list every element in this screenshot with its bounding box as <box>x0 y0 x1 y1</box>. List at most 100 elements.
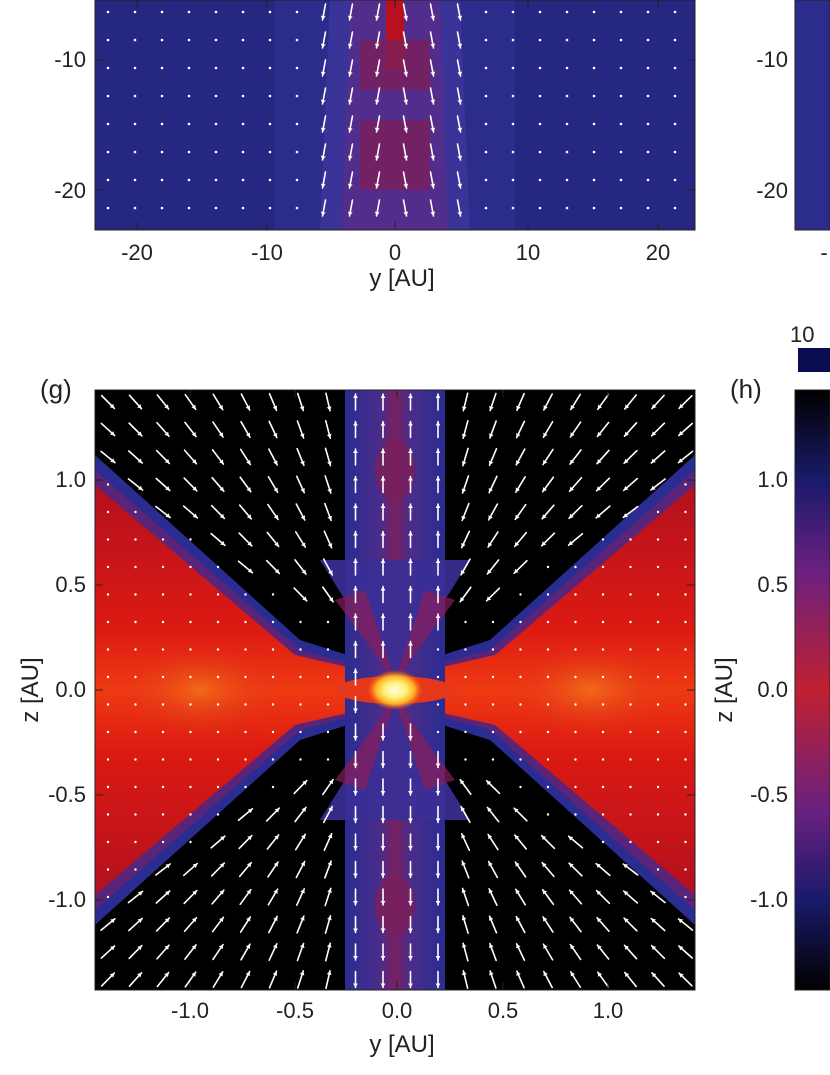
velocity-vector-dot <box>161 758 165 761</box>
velocity-vector-head <box>488 542 493 548</box>
velocity-vector-dot <box>299 620 302 624</box>
velocity-vector-dot <box>673 10 677 14</box>
velocity-vector-dot <box>134 648 137 651</box>
velocity-vector-head <box>247 808 253 814</box>
velocity-vector-head <box>679 403 684 409</box>
velocity-vector-dot <box>268 38 272 42</box>
velocity-vector-dot <box>565 10 569 14</box>
velocity-vector-dot <box>519 620 522 624</box>
velocity-vector-head <box>435 928 441 933</box>
velocity-vector-head <box>679 973 684 978</box>
velocity-vector-dot <box>619 38 623 42</box>
velocity-vector-dot <box>511 94 515 98</box>
velocity-vector-head <box>380 476 386 481</box>
velocity-vector-head <box>408 791 413 795</box>
velocity-vector-dot <box>538 94 542 98</box>
velocity-vector-dot <box>134 730 137 734</box>
velocity-vector-dot <box>546 675 550 679</box>
velocity-vector-head <box>274 568 280 574</box>
velocity-vector-head <box>597 404 603 410</box>
velocity-vector-head <box>597 431 602 437</box>
velocity-vector-dot <box>295 94 299 98</box>
panel-g-ytick-label: -1.0 <box>48 887 86 912</box>
velocity-vector-head <box>380 983 386 988</box>
velocity-vector-dot <box>546 703 550 706</box>
velocity-vector-head <box>623 485 629 491</box>
velocity-vector-head <box>380 421 386 426</box>
velocity-vector-head <box>597 459 602 464</box>
velocity-vector-head <box>514 568 519 574</box>
velocity-vector-dot <box>160 150 164 154</box>
velocity-vector-dot <box>574 593 577 596</box>
velocity-vector-dot <box>684 593 687 596</box>
top-left-ytick-label: -10 <box>54 47 86 72</box>
velocity-vector-head <box>192 486 197 491</box>
velocity-vector-head <box>542 487 547 492</box>
velocity-vector-dot <box>601 758 605 761</box>
velocity-vector-head <box>137 891 143 896</box>
velocity-vector-dot <box>160 122 164 126</box>
velocity-vector-dot <box>241 10 245 14</box>
velocity-vector-head <box>273 487 278 493</box>
velocity-vector-head <box>408 476 413 481</box>
velocity-vector-head <box>273 514 279 520</box>
velocity-vector-head <box>247 835 252 841</box>
velocity-vector-dot <box>592 206 596 210</box>
velocity-vector-dot <box>619 150 623 154</box>
velocity-vector-dot <box>519 730 522 734</box>
velocity-vector-head <box>165 513 171 518</box>
velocity-vector-dot <box>519 593 522 596</box>
velocity-vector-dot <box>161 703 165 706</box>
velocity-vector-head <box>408 818 413 823</box>
velocity-vector-head <box>486 780 492 786</box>
top-right-xtick-label: - <box>820 240 827 265</box>
velocity-vector-head <box>272 943 278 949</box>
panel-g-xaxis-title: y [AU] <box>369 1031 434 1058</box>
velocity-vector-head <box>300 916 305 921</box>
velocity-vector-dot <box>326 620 330 624</box>
velocity-vector-dot <box>484 10 488 14</box>
velocity-vector-dot <box>519 758 522 761</box>
velocity-vector-head <box>623 891 629 896</box>
velocity-vector-dot <box>546 785 550 789</box>
panel-h-label: (h) <box>730 374 762 404</box>
velocity-vector-dot <box>592 178 596 182</box>
velocity-vector-dot <box>484 150 488 154</box>
velocity-vector-dot <box>565 38 569 42</box>
velocity-vector-dot <box>574 675 577 679</box>
velocity-vector-head <box>597 917 602 923</box>
velocity-vector-dot <box>106 178 110 182</box>
velocity-vector-head <box>651 458 656 463</box>
velocity-vector-dot <box>629 813 632 816</box>
velocity-vector-dot <box>565 94 569 98</box>
velocity-vector-dot <box>484 206 488 210</box>
velocity-vector-dot <box>216 675 220 679</box>
velocity-vector-dot <box>629 565 632 569</box>
panel-h-ytick-label: -0.5 <box>750 782 788 807</box>
velocity-vector-head <box>435 956 441 960</box>
velocity-vector-head <box>191 431 197 437</box>
velocity-vector-head <box>624 945 629 950</box>
velocity-vector-head <box>274 541 279 547</box>
velocity-vector-head <box>543 432 548 438</box>
velocity-vector-head <box>430 15 436 20</box>
velocity-vector-head <box>408 394 413 398</box>
panel-g-ytick-label: 0.5 <box>55 572 86 597</box>
velocity-vector-dot <box>684 730 687 734</box>
velocity-vector-head <box>272 433 278 438</box>
velocity-vector-head <box>461 515 466 521</box>
velocity-vector-dot <box>601 648 605 651</box>
velocity-vector-dot <box>187 66 191 70</box>
velocity-vector-head <box>624 404 630 409</box>
velocity-vector-dot <box>491 730 495 734</box>
velocity-vector-head <box>164 972 169 978</box>
velocity-vector-head <box>110 918 115 924</box>
velocity-vector-dot <box>299 758 302 761</box>
velocity-vector-dot <box>574 730 577 734</box>
velocity-vector-head <box>408 449 413 453</box>
velocity-vector-head <box>542 862 547 868</box>
velocity-vector-dot <box>216 703 220 706</box>
velocity-vector-dot <box>161 840 165 844</box>
velocity-vector-head <box>191 459 197 464</box>
velocity-vector-head <box>246 514 252 519</box>
